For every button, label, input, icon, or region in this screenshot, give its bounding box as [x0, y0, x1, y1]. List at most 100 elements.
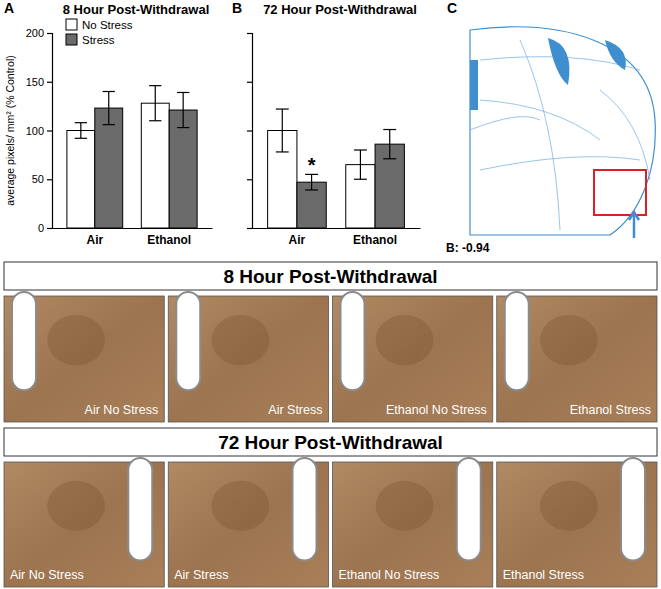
- micrograph-label: Ethanol No Stress: [386, 403, 487, 417]
- chart-a: A8 Hour Post-Withdrawalaverage pixels/ m…: [4, 0, 213, 247]
- micrograph-region: [47, 481, 105, 531]
- atlas-ventricle: [605, 40, 626, 70]
- panel-label: A: [4, 0, 14, 16]
- x-axis-line: [253, 228, 421, 229]
- error-stem: [311, 174, 312, 190]
- x-tick-label: Ethanol: [353, 233, 397, 247]
- micrograph-label: Air Stress: [174, 568, 228, 582]
- bar: [95, 108, 123, 228]
- error-bar: [276, 109, 289, 152]
- legend-swatch: [66, 34, 77, 45]
- x-tick: Ethanol: [353, 228, 397, 247]
- micrograph-label: Air No Stress: [85, 403, 159, 417]
- probe-track: [176, 292, 200, 390]
- y-tick-mark: [247, 82, 252, 83]
- y-tick: [247, 82, 252, 83]
- probe-track: [128, 458, 152, 561]
- error-cap: [354, 179, 367, 180]
- error-stem: [155, 86, 156, 121]
- x-tick: Air: [86, 228, 103, 247]
- y-tick-label: 200: [26, 27, 44, 39]
- error-cap: [383, 158, 396, 159]
- micrograph-label: Ethanol Stress: [570, 403, 651, 417]
- error-cap: [103, 124, 115, 125]
- atlas-ventricle: [548, 38, 569, 85]
- micrograph-region: [376, 315, 434, 365]
- atlas-line: [480, 157, 640, 170]
- error-cap: [305, 189, 318, 190]
- micrograph-label: Ethanol Stress: [503, 568, 584, 582]
- atlas-outline: [470, 27, 655, 235]
- y-axis-line: [247, 34, 253, 229]
- panel-label: C: [447, 0, 457, 16]
- error-cap: [149, 120, 161, 121]
- atlas-arrow: [629, 212, 639, 238]
- y-tick: 150: [26, 76, 52, 88]
- y-tick-mark: [247, 130, 252, 131]
- x-tick: Air: [289, 228, 306, 247]
- error-stem: [360, 150, 361, 179]
- error-cap: [75, 122, 87, 123]
- y-tick-label: 50: [32, 173, 44, 185]
- probe-track: [341, 292, 365, 390]
- x-tick-label: Air: [289, 233, 306, 247]
- micrograph-region: [47, 315, 105, 365]
- error-bar: [149, 86, 161, 121]
- y-tick-mark: [247, 228, 252, 229]
- annotation: *: [308, 154, 316, 176]
- error-bar: [75, 123, 87, 139]
- y-tick-mark: [247, 33, 252, 34]
- x-tick: Ethanol: [147, 228, 191, 247]
- x-axis: Air Ethanol: [53, 228, 213, 247]
- probe-track: [12, 292, 36, 390]
- x-axis-line: [53, 228, 213, 229]
- y-tick-label: 0: [38, 222, 44, 234]
- y-axis: [247, 34, 253, 229]
- y-tick-mark: [47, 130, 52, 131]
- bar: [67, 131, 95, 229]
- error-stem: [282, 109, 283, 152]
- y-axis: 0 50 100 150 200: [26, 27, 53, 234]
- y-tick: [247, 33, 252, 34]
- section: 72 Hour Post-Withdrawal Air No Stress Air …: [4, 428, 657, 587]
- micrograph-region: [212, 315, 270, 365]
- figure: A8 Hour Post-Withdrawalaverage pixels/ m…: [0, 0, 661, 589]
- error-stem: [80, 123, 81, 139]
- y-tick-mark: [47, 179, 52, 180]
- plot-marks: [268, 109, 405, 228]
- section-header: [4, 428, 657, 456]
- atlas-line: [470, 117, 540, 130]
- y-tick-mark: [47, 33, 52, 34]
- error-bar: [305, 174, 318, 190]
- error-bar: [383, 130, 396, 159]
- micrograph-label: Air No Stress: [10, 568, 84, 582]
- legend-swatch: [66, 19, 77, 30]
- error-stem: [108, 92, 109, 125]
- section: 8 Hour Post-Withdrawal Air No Stress Air S…: [4, 262, 657, 422]
- section-header: [4, 262, 657, 290]
- x-tick-label: Ethanol: [147, 233, 191, 247]
- probe-track: [505, 292, 529, 390]
- probe-track: [621, 458, 645, 561]
- atlas-ventricle: [470, 60, 478, 110]
- legend-label: Stress: [82, 34, 115, 46]
- x-axis: Air Ethanol: [253, 228, 421, 247]
- section-title: 8 Hour Post-Withdrawal: [223, 266, 437, 287]
- section-title: 72 Hour Post-Withdrawal: [218, 432, 443, 453]
- y-tick-label: 150: [26, 76, 44, 88]
- micrograph-label: Ethanol No Stress: [339, 568, 440, 582]
- micrograph-region: [540, 481, 598, 531]
- micrograph-label: Air Stress: [268, 403, 322, 417]
- atlas-region-box: [594, 170, 646, 215]
- error-cap: [354, 149, 367, 150]
- micrograph-region: [540, 315, 598, 365]
- x-tick-label: Air: [86, 233, 103, 247]
- chart-title: 8 Hour Post-Withdrawal: [63, 2, 210, 17]
- error-cap: [276, 108, 289, 109]
- y-tick-label: 100: [26, 125, 44, 137]
- probe-track: [457, 458, 481, 561]
- error-cap: [149, 85, 161, 86]
- y-tick-mark: [247, 179, 252, 180]
- error-cap: [177, 92, 189, 93]
- micrograph-region: [212, 481, 270, 531]
